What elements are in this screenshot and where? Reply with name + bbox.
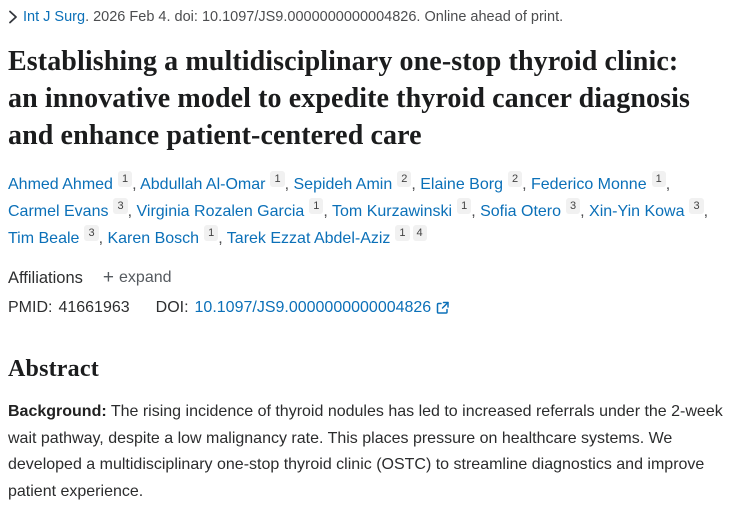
expand-label: expand	[119, 269, 172, 286]
affiliation-superscript: 1	[395, 225, 410, 241]
abstract-background-paragraph: Background: The rising incidence of thyr…	[8, 399, 742, 505]
affiliation-superscript: 1	[117, 171, 133, 187]
affiliations-row: Affiliations + expand	[8, 267, 742, 289]
affiliation-superscript: 1	[270, 171, 285, 187]
author: Xin-Yin Kowa 3	[589, 198, 704, 220]
journal-citation-line: Int J Surg. 2026 Feb 4. doi: 10.1097/JS9…	[8, 7, 742, 27]
author: Sepideh Amin 2	[293, 171, 412, 193]
author-link[interactable]: Karen Bosch	[107, 230, 200, 247]
author-separator: ,	[580, 203, 590, 220]
affiliations-label: Affiliations	[8, 269, 83, 287]
author-separator: ,	[522, 176, 531, 193]
author-separator: ,	[218, 230, 227, 247]
affiliation-superscript: 3	[566, 198, 581, 214]
author-separator: ,	[411, 176, 421, 193]
author-link[interactable]: Virginia Rozalen Garcia	[136, 203, 305, 220]
author-link[interactable]: Ahmed Ahmed	[8, 176, 113, 193]
author: Abdullah Al-Omar 1	[140, 171, 285, 193]
journal-name-link[interactable]: Int J Surg	[23, 9, 86, 25]
chevron-right-icon	[8, 10, 18, 24]
author-separator: ,	[284, 176, 294, 193]
author-link[interactable]: Carmel Evans	[8, 203, 109, 220]
author-link[interactable]: Federico Monne	[530, 176, 647, 193]
author-separator: ,	[127, 203, 137, 220]
author-separator: ,	[98, 230, 108, 247]
affiliation-superscript: 1	[651, 171, 666, 187]
article-title: Establishing a multidisciplinary one-sto…	[8, 46, 691, 151]
author: Elaine Borg 2	[420, 171, 523, 193]
author-separator: ,	[703, 203, 709, 220]
author-link[interactable]: Tom Kurzawinski	[332, 203, 453, 220]
pmid-label: PMID:	[8, 299, 53, 316]
affiliation-superscript: 3	[113, 198, 128, 214]
external-link-icon	[436, 301, 450, 315]
author-separator: ,	[665, 176, 671, 193]
author: Tim Beale 3	[8, 225, 99, 247]
author-separator: ,	[132, 176, 141, 193]
author-link[interactable]: Sepideh Amin	[293, 176, 393, 193]
doi-link[interactable]: 10.1097/JS9.0000000000004826	[195, 297, 451, 319]
doi-label: DOI:	[155, 299, 189, 316]
expand-affiliations-button[interactable]: + expand	[102, 267, 172, 288]
background-text: The rising incidence of thyroid nodules …	[8, 403, 723, 500]
affiliation-superscript: 1	[457, 198, 472, 214]
identifiers-row: PMID: 41661963 DOI: 10.1097/JS9.00000000…	[8, 297, 742, 319]
affiliation-superscript: 3	[689, 198, 704, 214]
affiliation-superscript: 2	[397, 171, 412, 187]
author-link[interactable]: Sofia Otero	[480, 203, 562, 220]
affiliation-superscript: 2	[507, 171, 523, 187]
author: Tarek Ezzat Abdel-Aziz 1 4	[226, 225, 427, 247]
abstract-heading: Abstract	[8, 356, 99, 382]
author: Sofia Otero 3	[480, 198, 581, 220]
author-link[interactable]: Elaine Borg	[420, 176, 503, 193]
author-link[interactable]: Tarek Ezzat Abdel-Aziz	[226, 230, 391, 247]
pmid-value: 41661963	[58, 299, 130, 316]
affiliation-superscript: 4	[412, 225, 427, 241]
author-link[interactable]: Tim Beale	[8, 230, 80, 247]
author: Ahmed Ahmed 1	[8, 171, 133, 193]
affiliation-superscript: 1	[309, 198, 324, 214]
author-link[interactable]: Abdullah Al-Omar	[140, 176, 266, 193]
author: Virginia Rozalen Garcia 1	[136, 198, 324, 220]
author: Tom Kurzawinski 1	[332, 198, 472, 220]
background-label: Background:	[8, 403, 107, 420]
citation-text: . 2026 Feb 4. doi: 10.1097/JS9.000000000…	[85, 9, 564, 25]
author-link[interactable]: Xin-Yin Kowa	[589, 203, 685, 220]
plus-icon: +	[102, 267, 115, 288]
authors-list: Ahmed Ahmed 1, Abdullah Al-Omar 1, Sepideh…	[8, 171, 718, 252]
author: Federico Monne 1	[530, 171, 666, 193]
author-separator: ,	[323, 203, 333, 220]
affiliation-superscript: 3	[84, 225, 99, 241]
author-separator: ,	[471, 203, 481, 220]
author: Carmel Evans 3	[8, 198, 128, 220]
author: Karen Bosch 1	[107, 225, 219, 247]
affiliation-superscript: 1	[204, 225, 219, 241]
